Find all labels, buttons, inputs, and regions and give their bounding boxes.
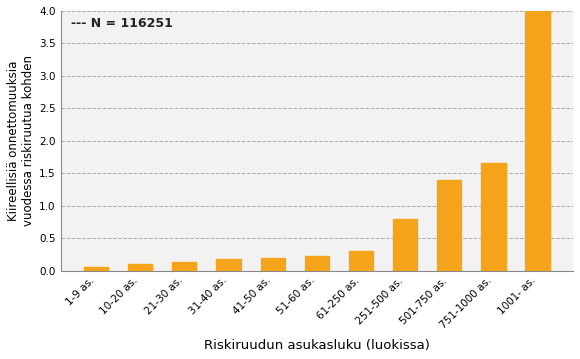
Bar — [525, 11, 550, 271]
Bar — [260, 258, 285, 271]
Bar — [304, 256, 329, 271]
Bar — [172, 262, 197, 271]
X-axis label: Riskiruudun asukasluku (luokissa): Riskiruudun asukasluku (luokissa) — [204, 339, 430, 352]
Bar — [481, 163, 506, 271]
Bar — [216, 259, 241, 271]
Bar — [128, 264, 153, 271]
Y-axis label: Kiireellisiä onnettomuuksia
vuodessa riskiruutua kohden: Kiireellisiä onnettomuuksia vuodessa ris… — [7, 55, 35, 226]
Bar — [349, 251, 373, 271]
Bar — [84, 267, 108, 271]
Text: --- N = 116251: --- N = 116251 — [71, 18, 173, 31]
Bar — [393, 219, 417, 271]
Bar — [437, 180, 462, 271]
